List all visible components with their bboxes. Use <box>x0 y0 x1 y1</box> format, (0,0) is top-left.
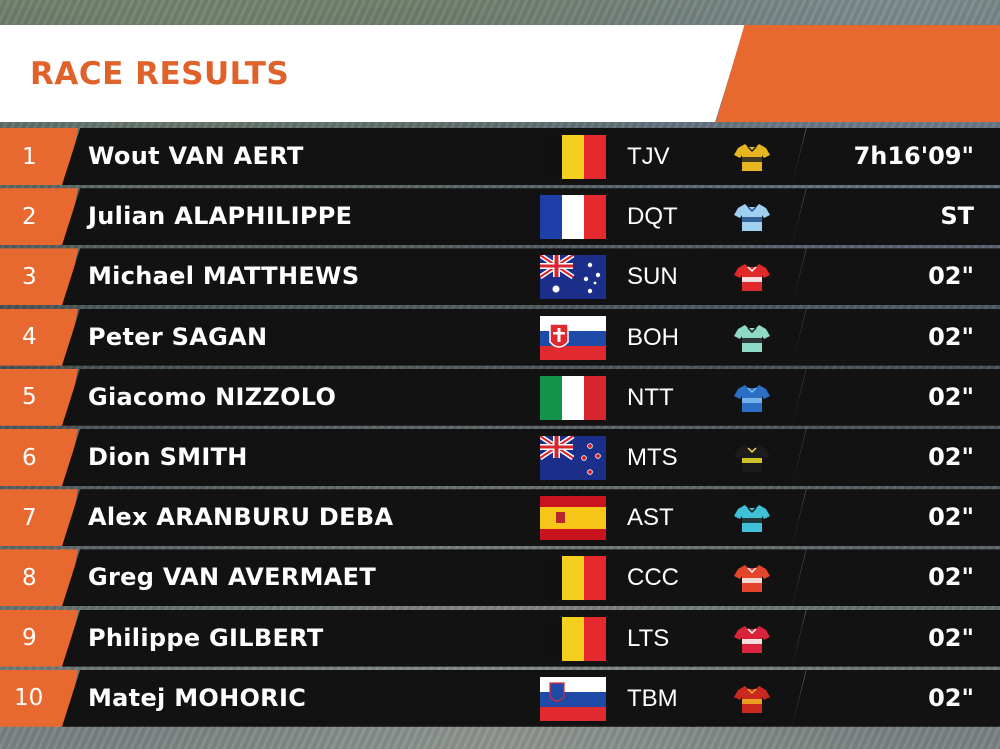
result-row: 9 Philippe GILBERT LTS 02" <box>0 609 1000 667</box>
rank-badge: 1 <box>0 128 78 185</box>
rider-name: Philippe GILBERT <box>88 623 324 652</box>
france-flag-icon <box>540 195 606 240</box>
jersey-red-white-band-icon <box>734 624 770 654</box>
results-header: RACE RESULTS <box>0 25 1000 122</box>
rank-badge: 9 <box>0 609 78 667</box>
rider-name: Alex ARANBURU DEBA <box>88 503 394 532</box>
rider-name: Julian ALAPHILIPPE <box>88 202 353 231</box>
time-panel: ST <box>792 188 1000 246</box>
rank-badge: 8 <box>0 549 78 607</box>
result-row: 8 Greg VAN AVERMAET CCC 02" <box>0 549 1000 607</box>
finish-time: 7h16'09" <box>853 142 974 170</box>
jersey-black-yellow-icon <box>734 443 770 473</box>
rank-badge: 2 <box>0 188 78 246</box>
header-white-panel <box>0 25 745 122</box>
team-code: TJV <box>627 143 670 170</box>
team-code: MTS <box>627 444 678 471</box>
rank-badge: 6 <box>0 429 78 486</box>
rider-name: Giacomo NIZZOLO <box>88 382 337 411</box>
team-code: TBM <box>627 684 678 712</box>
team-code: SUN <box>627 263 678 291</box>
belgium-flag-icon <box>540 616 606 661</box>
jersey-red-white-icon <box>734 262 770 292</box>
time-panel: 02" <box>792 549 1000 607</box>
result-row: 5 Giacomo NIZZOLO NTT 02" <box>0 368 1000 426</box>
jersey-red-gold-icon <box>734 684 770 714</box>
result-row: 6 Dion SMITH MTS 02" <box>0 429 1000 486</box>
finish-time: ST <box>940 202 974 231</box>
jersey-light-blue-icon <box>734 202 770 232</box>
rank-badge: 10 <box>0 669 78 727</box>
header-orange-panel <box>716 25 1000 122</box>
time-panel: 02" <box>792 669 1000 727</box>
time-panel: 7h16'09" <box>792 128 1000 185</box>
team-code: CCC <box>627 564 679 592</box>
result-row: 10 Matej MOHORIC TBM 02" <box>0 669 1000 727</box>
rider-name: Michael MATTHEWS <box>88 262 360 291</box>
jersey-yellow-black-icon <box>734 142 770 172</box>
finish-time: 02" <box>928 443 974 471</box>
new-zealand-flag-icon <box>540 436 606 480</box>
slovenia-flag-icon <box>540 676 606 721</box>
page-title: RACE RESULTS <box>30 56 290 92</box>
finish-time: 02" <box>928 262 974 291</box>
jersey-blue-icon <box>734 383 770 413</box>
rank-badge: 7 <box>0 489 78 547</box>
finish-time: 02" <box>928 322 974 351</box>
rider-name: Peter SAGAN <box>88 322 268 351</box>
jersey-orange-red-icon <box>734 563 770 593</box>
team-code: LTS <box>627 624 670 652</box>
finish-time: 02" <box>928 563 974 592</box>
rider-name: Dion SMITH <box>88 443 248 471</box>
team-code: AST <box>627 504 674 532</box>
team-code: BOH <box>627 323 680 351</box>
rider-name: Matej MOHORIC <box>88 683 307 712</box>
finish-time: 02" <box>928 623 974 652</box>
time-panel: 02" <box>792 368 1000 426</box>
time-panel: 02" <box>792 248 1000 306</box>
spain-flag-icon <box>540 496 606 541</box>
team-code: NTT <box>627 383 674 411</box>
finish-time: 02" <box>928 382 974 411</box>
time-panel: 02" <box>792 429 1000 486</box>
time-panel: 02" <box>792 308 1000 366</box>
australia-flag-icon <box>540 255 606 300</box>
rank-badge: 4 <box>0 308 78 366</box>
rider-name: Wout VAN AERT <box>88 142 304 170</box>
time-panel: 02" <box>792 489 1000 547</box>
jersey-mint-icon <box>734 323 770 353</box>
result-row: 1 Wout VAN AERT TJV 7h16'09" <box>0 128 1000 185</box>
italy-flag-icon <box>540 375 606 420</box>
time-panel: 02" <box>792 609 1000 667</box>
rider-name: Greg VAN AVERMAET <box>88 563 377 592</box>
belgium-flag-icon <box>540 135 606 179</box>
result-row: 2 Julian ALAPHILIPPE DQT ST <box>0 188 1000 246</box>
result-row: 3 Michael MATTHEWS SUN 02" <box>0 248 1000 306</box>
slovakia-flag-icon <box>540 315 606 360</box>
rank-badge: 5 <box>0 368 78 426</box>
jersey-turquoise-icon <box>734 503 770 533</box>
finish-time: 02" <box>928 683 974 712</box>
rank-badge: 3 <box>0 248 78 306</box>
belgium-flag-icon <box>540 556 606 601</box>
result-row: 7 Alex ARANBURU DEBA AST 02" <box>0 489 1000 547</box>
result-row: 4 Peter SAGAN BOH 02" <box>0 308 1000 366</box>
team-code: DQT <box>627 203 678 231</box>
finish-time: 02" <box>928 503 974 532</box>
